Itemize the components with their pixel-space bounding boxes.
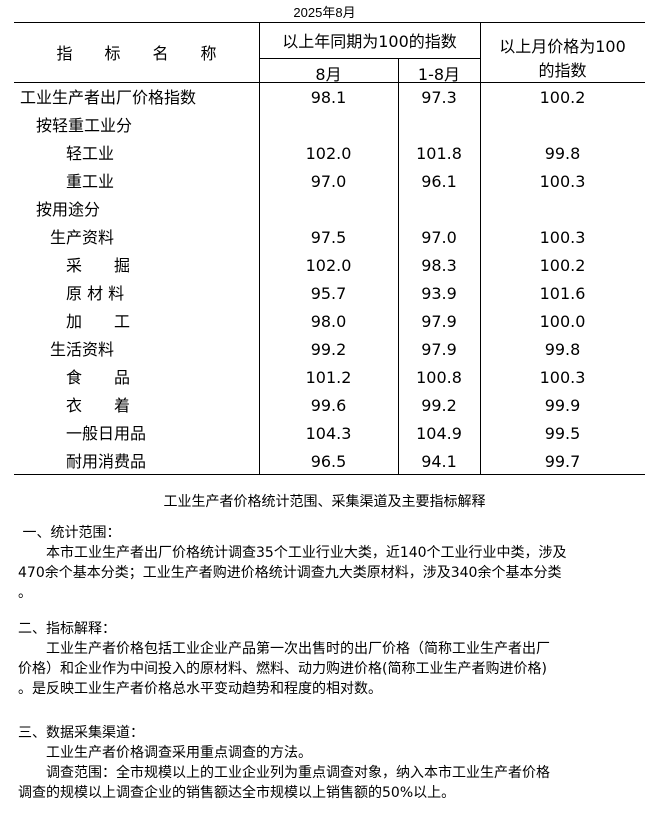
cell-ytd: 97.3 xyxy=(421,88,457,107)
row-name: 加 工 xyxy=(66,312,131,331)
cell-ytd xyxy=(398,112,480,140)
cell-month: 102.0 xyxy=(305,256,352,275)
cell-mom: 100.3 xyxy=(539,172,586,191)
header-bottom-border xyxy=(14,82,645,83)
cell-month: 95.7 xyxy=(310,284,347,303)
column-divider xyxy=(259,22,260,475)
section-scope-body: 本市工业生产者出厂价格统计调查35个工业行业大类，近140个工业行业中类，涉及 … xyxy=(18,545,567,601)
header-ytd: 1-8月 xyxy=(417,65,461,84)
header-month: 8月 xyxy=(315,65,342,84)
cell-month: 102.0 xyxy=(305,144,352,163)
row-name: 工业生产者出厂价格指数 xyxy=(20,88,197,107)
row-name: 按轻重工业分 xyxy=(36,116,133,135)
table-bottom-border xyxy=(14,474,645,475)
row-name: 耐用消费品 xyxy=(66,452,147,471)
cell-month: 97.0 xyxy=(310,172,347,191)
column-divider xyxy=(398,58,399,475)
cell-mom: 101.6 xyxy=(539,284,586,303)
cell-ytd: 97.9 xyxy=(421,312,457,331)
report-date: 2025年8月 xyxy=(293,5,356,20)
cell-mom: 100.3 xyxy=(539,228,586,247)
header-yoy-group: 以上年同期为100的指数 xyxy=(282,32,457,51)
cell-mom: 100.2 xyxy=(539,88,586,107)
row-name: 重工业 xyxy=(66,172,115,191)
row-name: 生活资料 xyxy=(50,340,115,359)
cell-mom: 100.2 xyxy=(539,256,586,275)
cell-ytd: 94.1 xyxy=(421,452,457,471)
cell-ytd: 101.8 xyxy=(416,144,462,163)
column-divider xyxy=(480,22,481,475)
table-top-border xyxy=(14,22,645,23)
row-name: 原 材 料 xyxy=(66,284,125,303)
cell-mom: 99.7 xyxy=(544,452,581,471)
cell-mom: 99.8 xyxy=(544,340,581,359)
cell-month: 101.2 xyxy=(305,368,352,387)
cell-ytd xyxy=(398,196,480,224)
cell-ytd: 97.9 xyxy=(421,340,457,359)
section-scope-heading: 一、统计范围： xyxy=(18,525,121,541)
cell-month: 97.5 xyxy=(310,228,347,247)
header-mom-line1: 以上月价格为100 xyxy=(499,37,626,56)
cell-month xyxy=(259,196,398,224)
row-name: 生产资料 xyxy=(50,228,115,247)
cell-ytd: 100.8 xyxy=(416,368,462,387)
section-definition-heading: 二、指标解释： xyxy=(18,621,116,637)
cell-mom: 100.0 xyxy=(539,312,586,331)
cell-month: 98.0 xyxy=(310,312,347,331)
row-name: 轻工业 xyxy=(66,144,115,163)
cell-mom: 99.9 xyxy=(544,396,581,415)
cell-mom xyxy=(480,196,645,224)
cell-ytd: 99.2 xyxy=(421,396,457,415)
cell-ytd: 96.1 xyxy=(421,172,457,191)
cell-ytd: 93.9 xyxy=(421,284,457,303)
header-mom-line2: 的指数 xyxy=(538,61,587,80)
header-divider xyxy=(259,58,480,59)
header-indicator-name: 指 标 名 称 xyxy=(56,44,217,63)
cell-mom: 100.3 xyxy=(539,368,586,387)
row-name: 按用途分 xyxy=(36,200,101,219)
cell-mom: 99.8 xyxy=(544,144,581,163)
cell-month: 98.1 xyxy=(310,88,347,107)
cell-ytd: 98.3 xyxy=(421,256,457,275)
cell-month: 99.6 xyxy=(310,396,347,415)
row-name: 衣 着 xyxy=(66,396,131,415)
cell-ytd: 97.0 xyxy=(421,228,457,247)
header-mom: 以上月价格为100 的指数 xyxy=(480,33,645,81)
section-definition-body: 工业生产者价格包括工业企业产品第一次出售时的出厂价格（简称工业生产者出厂 价格）… xyxy=(18,641,550,697)
cell-month: 99.2 xyxy=(310,340,347,359)
row-name: 采 掘 xyxy=(66,256,131,275)
row-name: 一般日用品 xyxy=(66,424,147,443)
cell-mom xyxy=(480,112,645,140)
section-collection-heading: 三、数据采集渠道： xyxy=(18,725,144,741)
cell-month xyxy=(259,112,398,140)
section-collection-body: 工业生产者价格调查采用重点调查的方法。 调查范围：全市规模以上的工业企业列为重点… xyxy=(18,745,550,801)
cell-month: 96.5 xyxy=(310,452,347,471)
cell-month: 104.3 xyxy=(305,424,352,443)
cell-mom: 99.5 xyxy=(544,424,581,443)
cell-ytd: 104.9 xyxy=(416,424,462,443)
notes-title: 工业生产者价格统计范围、采集渠道及主要指标解释 xyxy=(163,494,486,510)
row-name: 食 品 xyxy=(66,368,131,387)
